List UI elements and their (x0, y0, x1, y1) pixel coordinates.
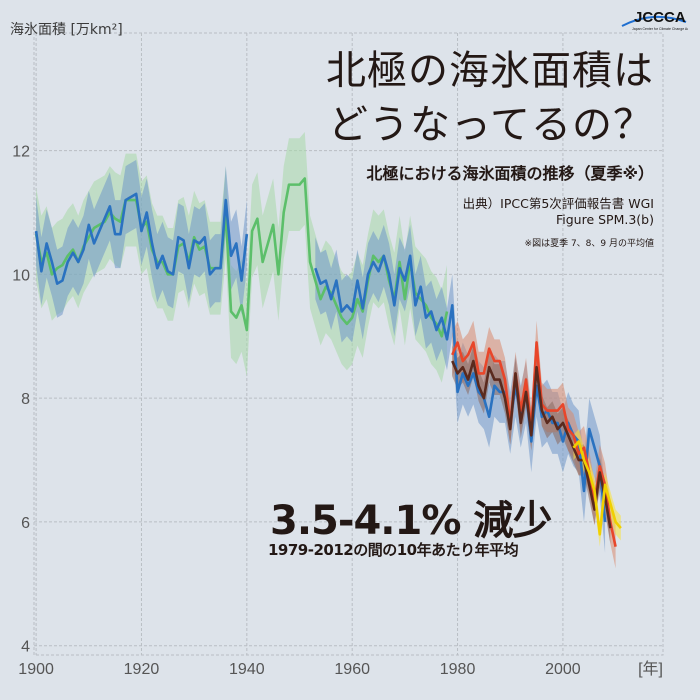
x-axis-label: [年] (638, 660, 663, 678)
chart-subtitle: 北極における海氷面積の推移（夏季※） (366, 164, 654, 183)
series-line-5 (572, 440, 622, 536)
decline-headline: 3.5-4.1% 減少 (270, 498, 552, 544)
logo-mark: JCCCA Japan Center for Climate Change Ac… (621, 9, 688, 31)
x-tick-label: 1900 (18, 661, 54, 678)
page-title: 北極の海氷面積は どうなってるの？ (326, 44, 654, 152)
x-tick-label: 1960 (334, 661, 370, 678)
source-line-1: 出典）IPCC第5次評価報告書 WGI (462, 196, 654, 211)
x-tick-label: 1980 (440, 661, 476, 678)
svg-text:JCCCA: JCCCA (634, 9, 686, 26)
svg-text:Japan Center for Climate Chang: Japan Center for Climate Change Actions (632, 27, 688, 31)
y-tick-label: 10 (12, 267, 30, 284)
y-axis-label: 海氷面積 [万km²] (10, 22, 123, 38)
y-tick-label: 4 (21, 639, 30, 656)
decline-detail: 1979-2012の間の10年あたり年平均 (268, 541, 519, 559)
uncertainty-band-2 (315, 224, 606, 553)
y-axis-label-text: 海氷面積 [万km²] (10, 22, 123, 38)
x-tick-label: 2000 (545, 661, 581, 678)
title-line-1: 北極の海氷面積は (326, 48, 654, 94)
footnote: ※図は夏季 7、8、9 月の平均値 (524, 239, 654, 249)
title-line-2: どうなってるの？ (328, 102, 654, 148)
x-tick-label: 1940 (229, 661, 265, 678)
x-tick-label: 1920 (124, 661, 160, 678)
uncertainty-band-1 (36, 159, 247, 318)
plot-frame (33, 32, 664, 656)
uncertainty-band-4 (452, 345, 611, 544)
source-line-2: Figure SPM.3(b) (555, 212, 654, 227)
series-line-2 (314, 254, 607, 523)
y-tick-label: 12 (12, 144, 30, 161)
y-tick-label: 8 (21, 391, 30, 408)
y-tick-label: 6 (21, 515, 30, 532)
jccca-logo: JCCCA Japan Center for Climate Change Ac… (618, 4, 688, 32)
